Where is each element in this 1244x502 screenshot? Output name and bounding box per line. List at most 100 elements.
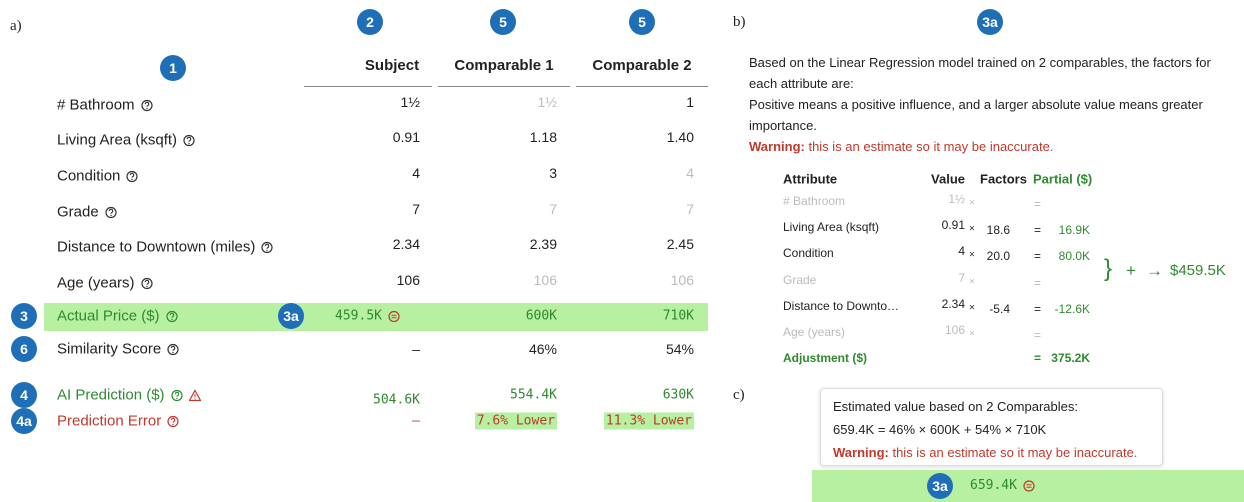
cell-value: – <box>220 341 420 357</box>
times: × <box>969 276 975 288</box>
row-label: Living Area (ksqft) <box>57 132 195 149</box>
value: 106 <box>944 323 965 337</box>
value: 54% <box>665 341 694 357</box>
value: 7.6% Lower <box>474 412 557 430</box>
tooltip-line: 659.4K = 46% × 600K + 54% × 710K <box>833 422 1047 437</box>
adjustment-value: 375.2K <box>1051 351 1090 365</box>
help-icon <box>183 134 195 146</box>
column-header: Comparable 2 <box>592 57 692 74</box>
row-label: Condition <box>57 168 138 185</box>
plus: + <box>1126 261 1136 280</box>
intro: Based on the Linear Regression model tra… <box>749 55 1211 91</box>
row-label: Age (years) <box>57 275 153 292</box>
warning-text: this is an estimate so it may be inaccur… <box>808 139 1054 154</box>
cell-value: 54% <box>494 341 694 357</box>
cell-value: 4 <box>686 165 694 181</box>
partial: 80.0K <box>1058 249 1090 263</box>
value: – <box>412 413 420 429</box>
label-text: AI Prediction ($) <box>57 386 165 404</box>
label-text: Prediction Error <box>57 412 162 430</box>
cell-value: 106 <box>533 272 557 288</box>
value: 600K <box>525 308 557 324</box>
cell-value: – <box>220 414 420 429</box>
column-header: Attribute <box>783 171 838 187</box>
factor: 20.0 <box>986 249 1010 263</box>
cell-value: 46% <box>357 341 557 357</box>
cell-value: 1½ <box>400 94 420 110</box>
badge: 3a <box>977 9 1003 35</box>
header-rule <box>304 86 432 87</box>
label-text: Condition <box>57 167 121 185</box>
row-label: Actual Price ($) <box>57 308 178 325</box>
factor: 18.6 <box>986 223 1010 237</box>
cell-value: 2.45 <box>666 236 694 252</box>
attribute: Distance to Downto… <box>783 299 900 313</box>
warning: Warning: this is an estimate so it may b… <box>749 136 1241 157</box>
cell-value: 1½ <box>537 94 557 110</box>
equals: = <box>1034 197 1042 211</box>
label-text: Living Area (ksqft) <box>57 131 178 149</box>
value: 46% <box>528 341 557 357</box>
column-header: Value <box>931 171 965 187</box>
regression-text: Based on the Linear Regression model tra… <box>749 52 1241 157</box>
equals: = <box>1034 328 1042 342</box>
badge: 4 <box>11 382 37 408</box>
badge: 5 <box>629 9 655 35</box>
help-icon <box>170 389 183 401</box>
cell-value: 3 <box>549 165 557 181</box>
warning-icon <box>188 389 201 401</box>
arrow: → <box>1146 261 1163 280</box>
column-header: Comparable 1 <box>454 57 554 74</box>
panel-label: c) <box>733 387 745 403</box>
value: 504.6K <box>373 392 420 408</box>
cell-value: 600K <box>357 309 557 324</box>
badge: 3 <box>11 303 37 329</box>
value: 554.4K <box>510 387 557 403</box>
label-text: # Bathroom <box>57 96 135 114</box>
cell-value: 7.6% Lower <box>357 412 557 430</box>
cell-value: 2.39 <box>529 236 557 252</box>
cell-value: 2.34 <box>392 236 420 252</box>
help-icon <box>140 99 153 111</box>
adjustment-label: Adjustment ($) <box>783 351 867 365</box>
panel-label: b) <box>733 14 746 30</box>
highlight-band <box>812 470 1244 502</box>
note: Positive means a positive influence, and… <box>749 97 1203 133</box>
equals: = <box>1034 302 1042 316</box>
attribute: Living Area (ksqft) <box>783 220 880 234</box>
warning-text: this is an estimate so it may be inaccur… <box>892 445 1138 460</box>
cell-value: 504.6K <box>220 393 420 408</box>
column-header: Subject <box>364 57 420 74</box>
value: – <box>412 341 420 357</box>
cell-value: 106 <box>670 272 694 288</box>
column-header: Factors <box>980 171 1027 187</box>
cell-value: 11.3% Lower <box>494 412 694 430</box>
value: 459.5K <box>335 308 382 324</box>
badge: 4a <box>11 408 37 434</box>
help-icon <box>167 415 179 427</box>
value: 0.91 <box>941 218 965 232</box>
cell-value: 459.5K <box>200 309 400 324</box>
times: × <box>969 302 975 314</box>
times: × <box>969 223 975 235</box>
value: 630K <box>662 387 694 403</box>
badge: 3a <box>278 303 304 329</box>
value: 659.4K <box>970 478 1017 493</box>
cell-value: 4 <box>412 165 420 181</box>
approx-icon <box>388 310 400 322</box>
warning-label: Warning: <box>749 139 805 154</box>
help-icon <box>261 241 274 253</box>
badge: 2 <box>357 9 383 35</box>
highlight-band <box>44 303 708 331</box>
attribute: # Bathroom <box>783 194 846 208</box>
row-label: AI Prediction ($) <box>57 387 201 404</box>
badge: 5 <box>490 9 516 35</box>
cell-value: 1.40 <box>666 129 694 145</box>
cell-value: 630K <box>494 388 694 403</box>
warning: Warning: this is an estimate so it may b… <box>833 441 1150 464</box>
label-text: Age (years) <box>57 274 135 292</box>
row-label: Prediction Error <box>57 413 179 430</box>
label-text: Grade <box>57 203 99 221</box>
attribute: Condition <box>783 246 834 260</box>
label-text: Actual Price ($) <box>57 307 160 325</box>
